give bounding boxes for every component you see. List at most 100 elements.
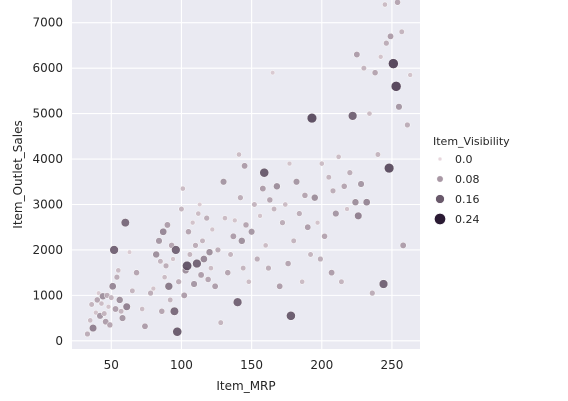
data-point — [167, 296, 174, 303]
data-point — [122, 302, 131, 311]
data-point — [311, 193, 319, 202]
data-point — [282, 201, 289, 208]
data-point — [112, 305, 119, 313]
data-point — [229, 232, 237, 240]
legend-entry-label: 0.0 — [455, 153, 473, 166]
x-tick-label: 100 — [170, 358, 193, 372]
data-point — [180, 185, 186, 192]
data-point — [190, 280, 198, 288]
data-point — [87, 317, 94, 324]
data-point — [371, 69, 379, 77]
data-point — [118, 308, 125, 315]
data-point — [307, 251, 314, 258]
data-point — [344, 206, 350, 212]
legend-marker — [435, 194, 445, 204]
data-point — [296, 210, 303, 217]
grid-lines — [72, 0, 420, 349]
data-point — [200, 255, 208, 263]
data-point — [388, 58, 399, 69]
data-point — [321, 233, 328, 240]
data-point — [378, 279, 389, 289]
data-point — [398, 28, 405, 35]
data-point — [169, 306, 179, 316]
data-point — [108, 294, 115, 301]
data-point — [369, 289, 376, 297]
data-point — [139, 306, 146, 312]
data-point — [129, 287, 136, 294]
data-point — [299, 278, 305, 285]
data-point — [329, 187, 337, 195]
y-tick-label: 3000 — [32, 197, 63, 211]
data-point — [197, 201, 203, 208]
data-point — [257, 213, 263, 219]
data-point — [292, 178, 301, 186]
data-point — [203, 214, 210, 222]
data-point — [273, 182, 281, 191]
data-point — [357, 180, 365, 188]
data-point — [98, 300, 105, 307]
data-point — [407, 72, 413, 78]
data-point — [384, 163, 395, 174]
data-point — [172, 326, 183, 337]
data-point — [93, 296, 101, 304]
data-point — [204, 276, 212, 283]
data-point — [189, 219, 196, 226]
data-point — [178, 206, 185, 213]
data-point — [314, 219, 321, 226]
legend-marker — [434, 213, 446, 225]
data-point — [390, 81, 402, 92]
y-tick-label: 7000 — [32, 16, 63, 30]
data-point — [159, 227, 168, 236]
data-point — [115, 296, 124, 304]
data-point — [217, 319, 224, 326]
y-tick-label: 0 — [55, 334, 63, 348]
data-point — [404, 121, 411, 129]
data-point — [347, 111, 358, 121]
data-point — [163, 221, 171, 229]
data-point — [245, 278, 252, 285]
x-tick-label: 200 — [310, 358, 333, 372]
data-point — [186, 251, 193, 258]
data-point — [209, 226, 216, 233]
data-point — [360, 65, 367, 72]
data-point — [241, 162, 249, 170]
data-point — [171, 245, 181, 255]
legend-entry-label: 0.24 — [455, 213, 480, 226]
data-point — [399, 241, 407, 249]
data-point — [109, 245, 119, 255]
data-point — [259, 167, 270, 178]
data-point — [387, 32, 394, 40]
data-point — [340, 183, 348, 190]
data-point — [290, 237, 297, 244]
data-point — [232, 297, 243, 307]
data-point — [240, 265, 247, 272]
legend-entry-label: 0.16 — [455, 193, 480, 206]
data-point — [354, 211, 363, 220]
data-point — [346, 169, 353, 176]
data-point — [214, 246, 222, 254]
x-tick-label: 50 — [104, 358, 119, 372]
data-point — [351, 198, 360, 206]
data-point — [180, 291, 188, 299]
y-axis-label: Item_Outlet_Sales — [11, 120, 25, 228]
data-point — [237, 194, 244, 201]
data-point — [152, 250, 160, 259]
data-point — [251, 201, 258, 208]
y-tick-label: 1000 — [32, 288, 63, 302]
data-point — [108, 282, 117, 291]
data-point — [328, 269, 336, 277]
data-point — [147, 289, 154, 297]
x-tick-label: 250 — [380, 358, 403, 372]
y-tick-label: 5000 — [32, 107, 63, 121]
x-tick-labels: 50 100 150 200 250 — [104, 358, 404, 372]
legend-title: Item_Visibility — [433, 135, 510, 148]
data-point — [232, 217, 238, 224]
y-tick-labels: 0 1000 2000 3000 4000 5000 6000 7000 — [32, 16, 63, 348]
data-point — [382, 1, 388, 8]
data-point — [84, 330, 91, 338]
data-point — [318, 160, 325, 167]
data-point — [279, 219, 286, 226]
data-point — [126, 249, 133, 255]
data-point — [227, 251, 234, 258]
